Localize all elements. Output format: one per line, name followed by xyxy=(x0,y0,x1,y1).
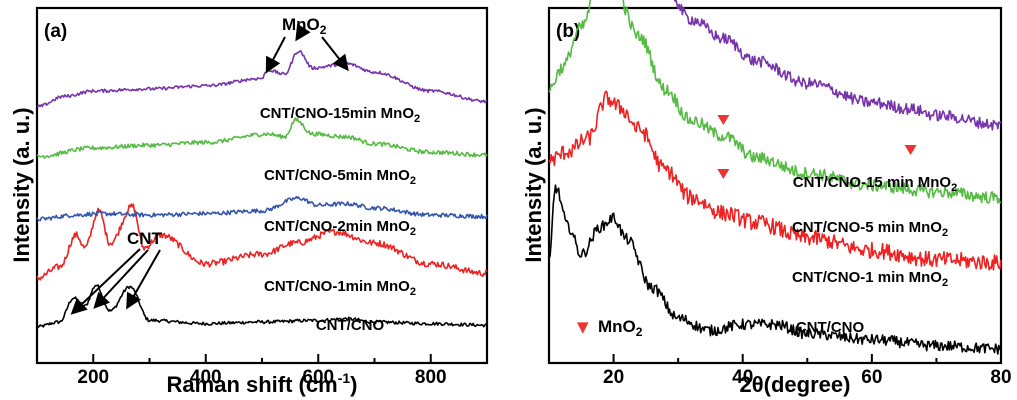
cnt-arrow xyxy=(126,249,161,310)
panel-a-xlabel-tail: ) xyxy=(350,372,357,397)
series-label-sub: 2 xyxy=(410,286,416,298)
x-tick-label: 80 xyxy=(990,367,1011,388)
mno2-marker-icon xyxy=(717,115,730,125)
series-label-sub: 2 xyxy=(410,175,416,187)
series-label-sub: 2 xyxy=(951,182,957,194)
series-label-main: CNT/CNO-15min MnO xyxy=(260,105,415,122)
x-tick-label: 60 xyxy=(861,367,882,388)
series-label-main: CNT/CNO xyxy=(796,319,865,336)
series-label-1: CNT/CNO-1min MnO2 xyxy=(264,278,416,298)
series-label-main: CNT/CNO-5min MnO xyxy=(264,167,410,184)
x-tick-label: 200 xyxy=(77,367,109,388)
series-label-2: CNT/CNO-5 min MnO2 xyxy=(792,219,948,239)
series-label-sub: 2 xyxy=(414,113,420,125)
mno2-arrow xyxy=(321,36,349,72)
series-label-main: CNT/CNO-1min MnO xyxy=(264,278,410,295)
series-label-sub: 2 xyxy=(942,277,948,289)
series-line-1 xyxy=(548,90,1002,271)
panel-b-xlabel: 2θ(degree) xyxy=(740,372,851,397)
panel-b-ticks: 20 40 60 80 xyxy=(548,354,1012,388)
series-label-main: CNT/CNO-2min MnO xyxy=(264,218,410,235)
series-label-main: CNT/CNO-15 min MnO xyxy=(793,174,952,191)
x-tick-label: 400 xyxy=(190,367,222,388)
mno2-marker-icon xyxy=(717,169,730,179)
legend-label-main: MnO xyxy=(598,317,636,336)
series-line-2 xyxy=(36,195,488,222)
x-tick-label: 40 xyxy=(732,367,753,388)
mno2-annotation-sub: 2 xyxy=(320,23,327,37)
mno2-arrow xyxy=(265,36,286,74)
panel-b-xrd: (b) Intensity (a. u.) 2θ(degree) 20 40 60 8… xyxy=(521,0,1012,397)
panel-a-curves xyxy=(36,50,488,329)
mno2-marker-icon xyxy=(904,145,917,155)
panel-a-xlabel-main: Raman shift (cm xyxy=(167,372,338,397)
series-label-4: CNT/CNO-15min MnO2 xyxy=(260,105,420,125)
panel-b-frame xyxy=(547,6,1003,365)
series-line-3 xyxy=(673,0,1002,131)
mno2-annotation-main: MnO xyxy=(282,15,320,34)
series-label-2: CNT/CNO-2min MnO2 xyxy=(264,218,416,238)
series-label-3: CNT/CNO-5min MnO2 xyxy=(264,167,416,187)
x-tick-label: 800 xyxy=(415,367,447,388)
panel-a-xlabel-sup: -1 xyxy=(338,370,351,386)
series-label-main: CNT/CNO-1 min MnO xyxy=(792,269,942,286)
cnt-arrow xyxy=(70,248,141,315)
panel-a-raman: (a) Intensity (a. u.) Raman shift (cm-1)… xyxy=(9,6,489,397)
series-label-1: CNT/CNO-1 min MnO2 xyxy=(792,269,948,289)
series-label-3: CNT/CNO-15 min MnO2 xyxy=(793,174,957,194)
panel-a-xlabel: Raman shift (cm-1) xyxy=(167,370,358,397)
legend-marker-icon: ▼ xyxy=(577,318,589,336)
cnt-annotation: CNT xyxy=(127,229,163,248)
mno2-arrow xyxy=(295,23,311,42)
series-line-0 xyxy=(36,284,488,329)
panel-a-ticks: 200 400 600 800 xyxy=(36,354,488,388)
series-line-1 xyxy=(36,203,488,281)
series-line-4 xyxy=(36,50,488,108)
legend-label: MnO2 xyxy=(598,317,643,339)
series-label-0: CNT/CNO xyxy=(796,319,865,336)
series-label-sub: 2 xyxy=(942,227,948,239)
series-label-0: CNT/CNO xyxy=(316,317,385,334)
panel-a-tag: (a) xyxy=(44,21,67,42)
series-label-sub: 2 xyxy=(410,226,416,238)
legend-label-sub: 2 xyxy=(636,325,643,339)
cnt-arrow xyxy=(93,249,149,309)
series-label-main: CNT/CNO-5 min MnO xyxy=(792,219,942,236)
panel-a-frame xyxy=(35,6,489,365)
panel-a-annotations: MnO2 CNT xyxy=(70,15,349,315)
series-line-3 xyxy=(36,117,488,159)
panel-b-tag: (b) xyxy=(556,21,580,42)
panel-b-ylabel: Intensity (a. u.) xyxy=(521,107,546,262)
x-tick-label: 20 xyxy=(603,367,624,388)
panel-b-mno2-markers xyxy=(717,115,917,179)
panel-b-curves xyxy=(548,0,1002,355)
x-tick-label: 600 xyxy=(302,367,334,388)
panel-a-ylabel: Intensity (a. u.) xyxy=(9,107,34,262)
series-line-0 xyxy=(548,184,1002,355)
panel-b-legend: ▼ MnO2 xyxy=(577,317,643,339)
mno2-annotation: MnO2 xyxy=(282,15,327,37)
series-line-2 xyxy=(548,0,1002,204)
series-label-main: CNT/CNO xyxy=(316,317,385,334)
